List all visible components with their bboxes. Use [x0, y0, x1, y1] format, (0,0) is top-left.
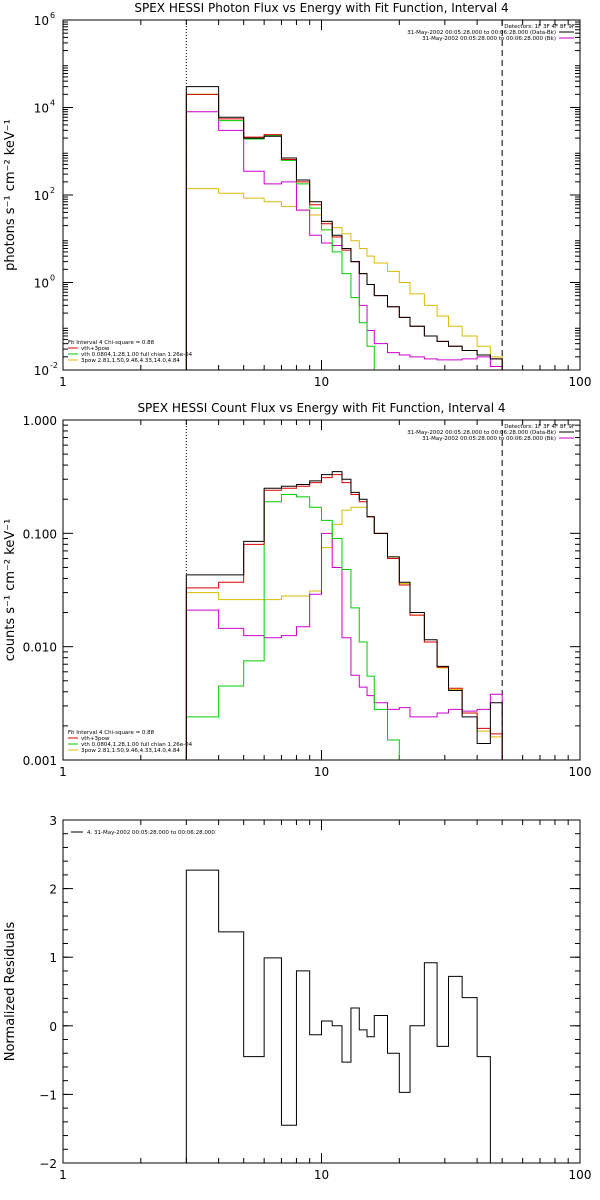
chart-title: SPEX HESSI Photon Flux vs Energy with Fi… — [134, 1, 508, 15]
legend-header: Detectors: 1F 3F 4F 8F 9F — [504, 24, 575, 30]
x-tick-label: 1 — [59, 765, 67, 779]
y-tick-label: 3 — [49, 814, 57, 828]
series-line-3pow — [185, 188, 503, 370]
y-tick-exponent: -2 — [50, 361, 58, 370]
y-tick-label: 10 — [34, 102, 49, 116]
y-tick-base: 10 — [34, 277, 49, 291]
y-tick-label: 0 — [49, 1020, 57, 1034]
y-tick-base: 10 — [34, 102, 49, 116]
count-flux-panel: SPEX HESSI Count Flux vs Energy with Fit… — [3, 401, 592, 779]
series-line-3pow — [185, 506, 503, 760]
series-line-bk — [185, 532, 503, 760]
series-line-data-bk — [185, 471, 503, 760]
legend-entry-label: 3pow 2.81,1.50,9.46,4.33,14.0,4.84 — [81, 358, 180, 364]
y-tick-label: 0.100 — [23, 527, 57, 541]
x-tick-label: 100 — [569, 1168, 592, 1182]
x-tick-label: 10 — [314, 1168, 329, 1182]
y-tick-label: 10 — [34, 189, 49, 203]
y-tick-exponent: 6 — [50, 11, 55, 20]
y-axis-label: Normalized Residuals — [3, 922, 18, 1062]
plot-frame — [62, 19, 581, 371]
y-tick-label: 1 — [49, 951, 57, 965]
legend-entry-label: 4. 31-May-2002 00:05:28.000 to 00:06:28.… — [87, 830, 215, 836]
series-line-vth — [185, 494, 400, 760]
x-tick-label: 1 — [59, 1168, 67, 1182]
y-tick-base: 10 — [34, 364, 49, 378]
y-tick-exponent: 2 — [50, 186, 55, 195]
y-tick-exponent: 4 — [50, 99, 55, 108]
plot-frame — [62, 419, 581, 761]
y-tick-label: 2 — [49, 883, 57, 897]
x-tick-label: 100 — [569, 765, 592, 779]
y-tick-label: 0.001 — [23, 754, 57, 768]
y-tick-base: 10 — [34, 14, 49, 28]
y-tick-label: 10 — [34, 14, 49, 28]
series-group — [185, 869, 491, 1163]
y-tick-exponent: 0 — [50, 274, 55, 283]
legend-header: Detectors: 1F 3F 4F 8F 9F — [504, 424, 575, 430]
y-tick-label: 10 — [34, 277, 49, 291]
series-line-vth — [185, 93, 388, 370]
series-group — [185, 471, 503, 760]
series-line-vth-3pow — [185, 474, 503, 760]
y-tick-label: 1.000 — [23, 414, 57, 428]
legend-fit-header: Fit Interval 4 Chi-square = 0.88 — [68, 340, 155, 346]
plot-frame — [62, 819, 581, 1164]
x-tick-label: 1 — [59, 375, 67, 389]
legend-entry-label: 31-May-2002 00:05:28.000 to 00:06:28.000… — [422, 36, 556, 42]
legend-entry-label: 31-May-2002 00:05:28.000 to 00:06:28.000… — [407, 430, 556, 436]
series-group — [185, 86, 503, 370]
y-axis-label: counts s⁻¹ cm⁻² keV⁻¹ — [3, 519, 18, 662]
y-tick-label: −2 — [39, 1157, 57, 1171]
chart-title: SPEX HESSI Count Flux vs Energy with Fit… — [137, 401, 505, 415]
y-tick-label: 10 — [34, 364, 49, 378]
legend-fit-header: Fit Interval 4 Chi-square = 0.88 — [68, 730, 155, 736]
series-line-data-bk — [185, 86, 503, 370]
legend-entry-label: 31-May-2002 00:05:28.000 to 00:06:28.000… — [407, 30, 556, 36]
series-line-4-31-may-2002-00-05-28-000-to-00-06-28-000 — [185, 869, 491, 1163]
x-tick-label: 100 — [569, 375, 592, 389]
legend-entry-label: vth 0.0804,1.28,1.00 full chian 1.26e-04 — [81, 742, 193, 748]
legend-entry-label: vth+3pow — [81, 346, 110, 352]
series-line-vth-3pow — [185, 93, 503, 370]
legend-entry-label: 3pow 2.81,1.50,9.46,4.33,14.0,4.84 — [81, 748, 180, 754]
y-tick-label: 0.010 — [23, 641, 57, 655]
y-tick-base: 10 — [34, 189, 49, 203]
x-tick-label: 10 — [314, 765, 329, 779]
y-tick-label: −1 — [39, 1088, 57, 1102]
legend-entry-label: vth+3pow — [81, 736, 110, 742]
legend-entry-label: 31-May-2002 00:05:28.000 to 00:06:28.000… — [422, 436, 556, 442]
residuals-panel: Normalized Residuals 1 10 100 −2 −1 0 1 2 3 4. 31-… — [3, 814, 592, 1182]
x-tick-label: 10 — [314, 375, 329, 389]
y-axis-label: photons s⁻¹ cm⁻² keV⁻¹ — [3, 119, 18, 271]
photon-flux-panel: SPEX HESSI Photon Flux vs Energy with Fi… — [3, 1, 592, 389]
legend-entry-label: vth 0.0804,1.28,1.00 full chian 1.26e-04 — [81, 352, 193, 358]
